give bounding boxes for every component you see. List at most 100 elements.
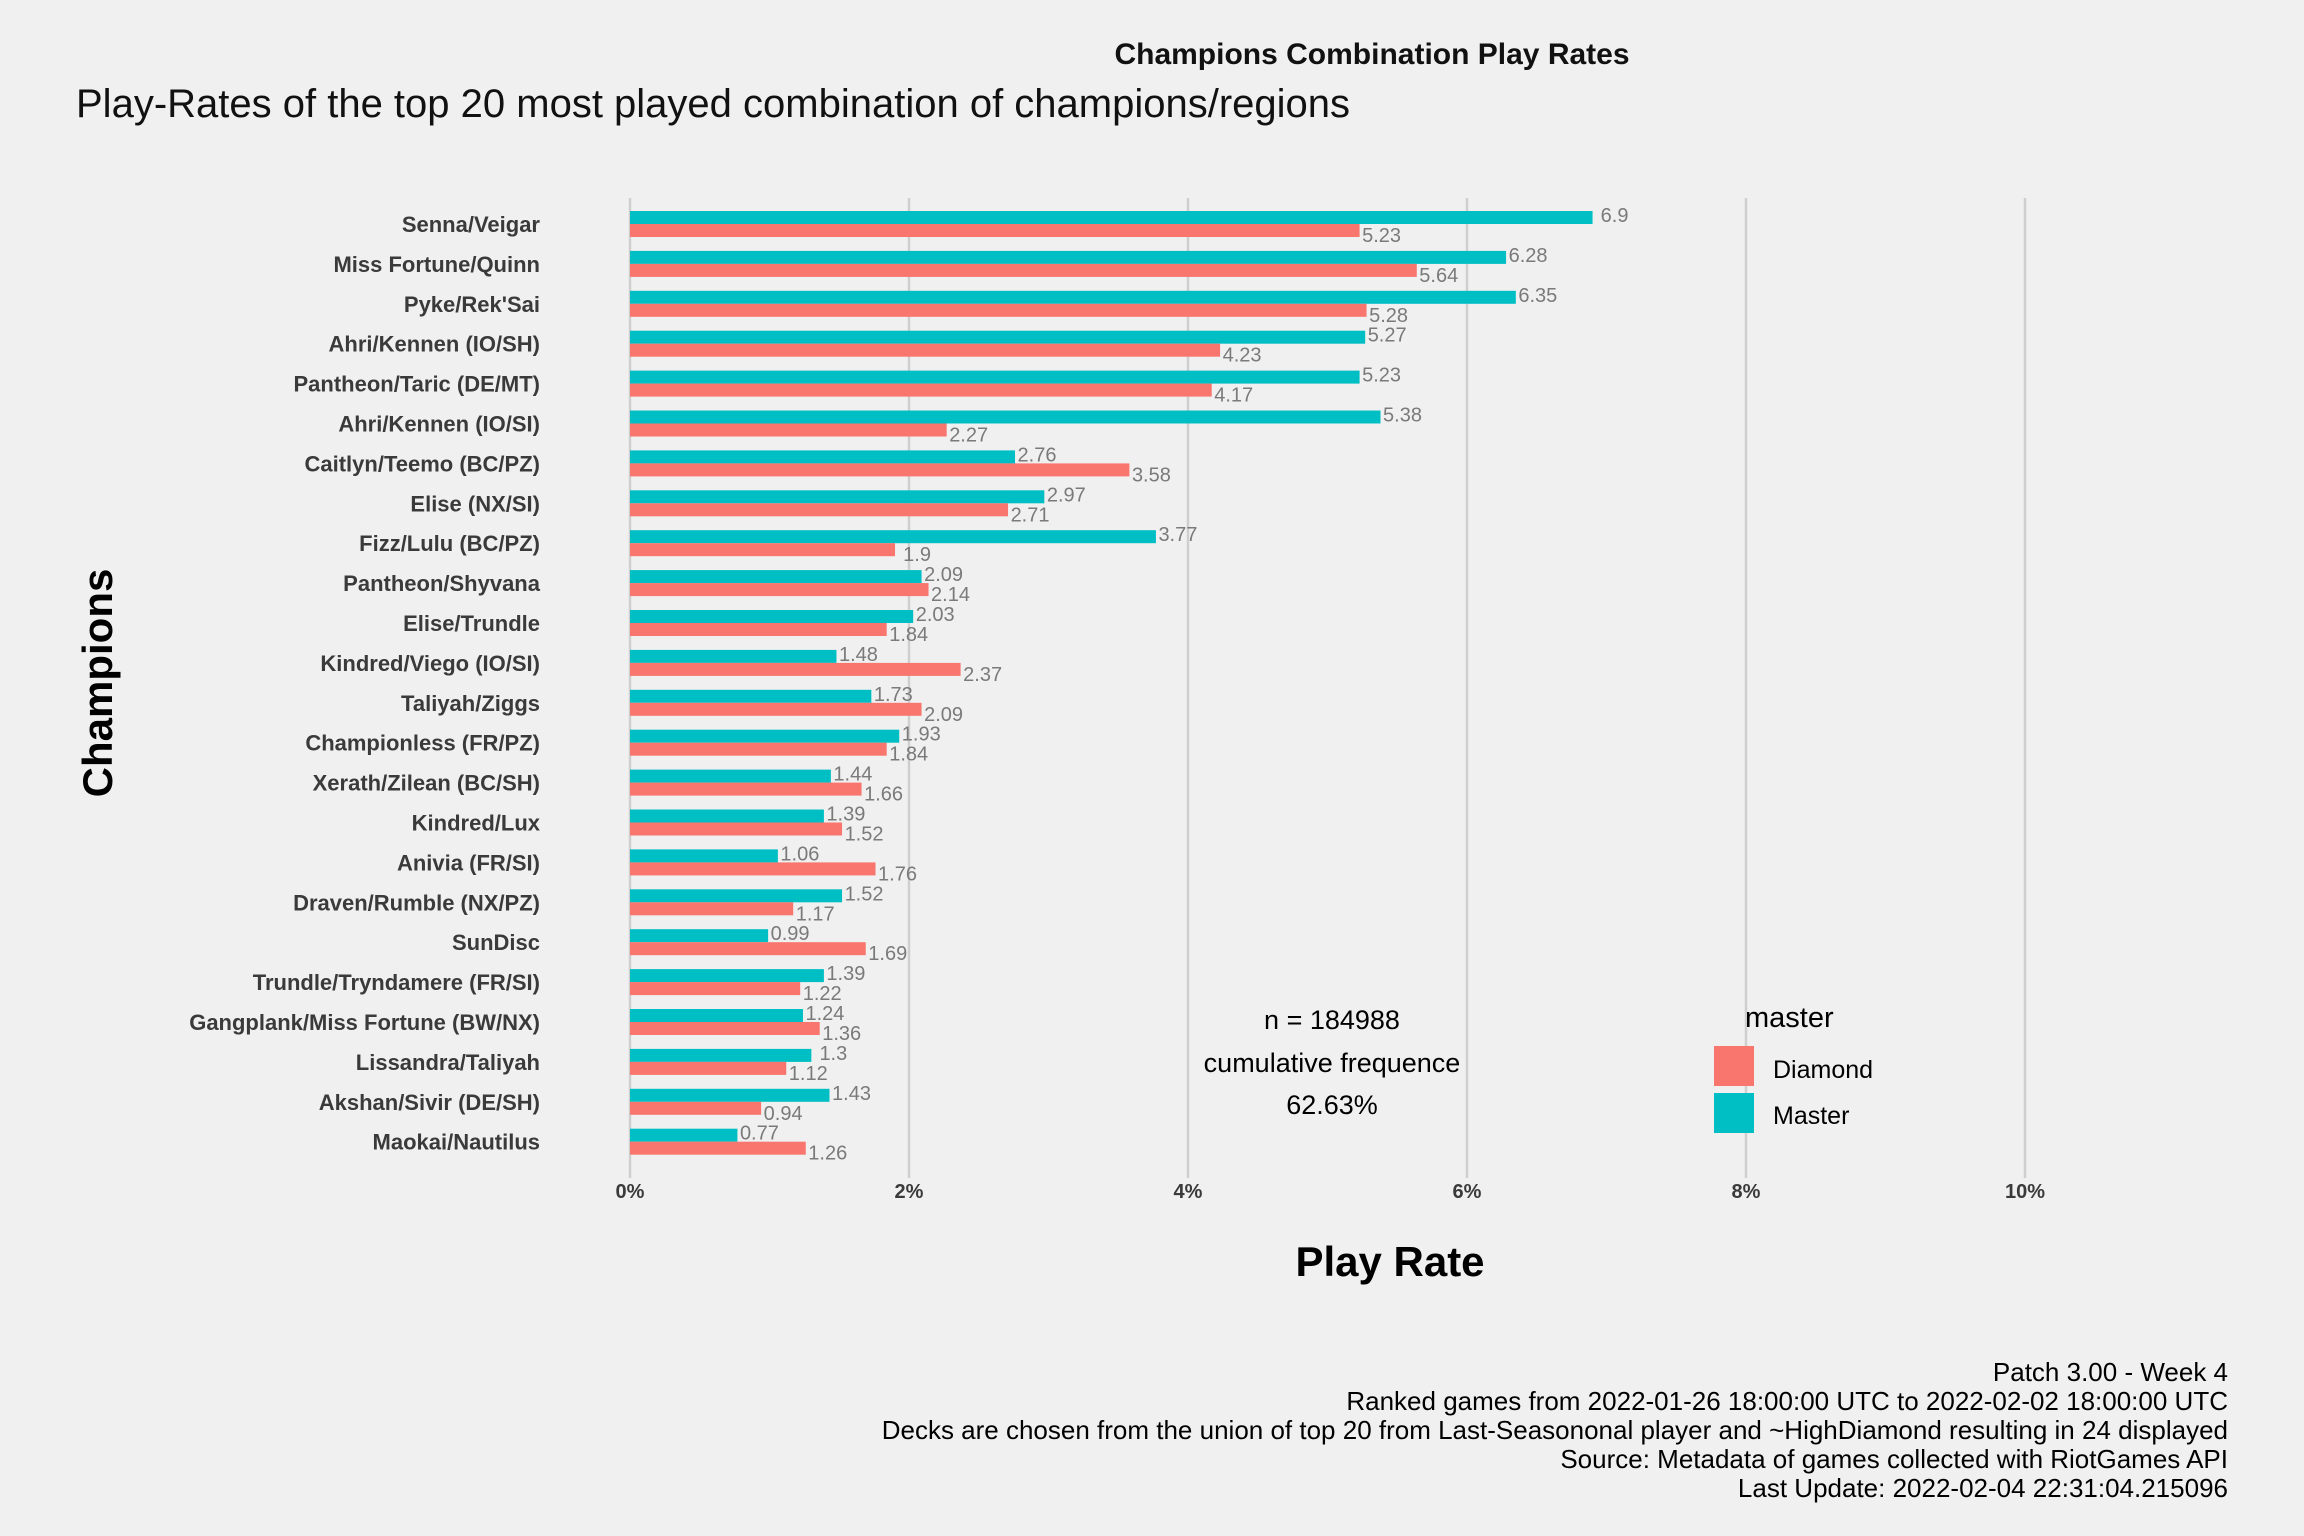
bar-master bbox=[630, 1128, 738, 1142]
category-label: Maokai/Nautilus bbox=[373, 1130, 540, 1155]
value-label-diamond: 1.84 bbox=[889, 744, 928, 766]
value-label-diamond: 1.84 bbox=[889, 624, 928, 646]
bar-diamond bbox=[630, 942, 866, 956]
value-label-master: 1.39 bbox=[826, 963, 865, 985]
bar-diamond bbox=[630, 383, 1212, 397]
value-label-diamond: 1.9 bbox=[903, 544, 931, 566]
bar-diamond bbox=[630, 303, 1367, 317]
bar-master bbox=[630, 450, 1016, 464]
category-label: SunDisc bbox=[452, 930, 540, 955]
legend-swatch-master bbox=[1714, 1093, 1754, 1133]
bar-diamond bbox=[630, 702, 922, 716]
value-label-diamond: 1.12 bbox=[789, 1063, 828, 1085]
value-label-master: 1.73 bbox=[874, 684, 913, 706]
bar-master bbox=[630, 889, 843, 903]
category-label: Elise (NX/SI) bbox=[410, 491, 540, 516]
bar-master bbox=[630, 410, 1381, 424]
legend-label-diamond: Diamond bbox=[1773, 1056, 1873, 1084]
value-label-master: 5.23 bbox=[1362, 365, 1401, 387]
category-label: Akshan/Sivir (DE/SH) bbox=[319, 1090, 540, 1115]
x-axis-label: Play Rate bbox=[1295, 1238, 1484, 1285]
bar-master bbox=[630, 1088, 830, 1102]
bar-diamond bbox=[630, 1061, 787, 1075]
value-label-diamond: 1.76 bbox=[878, 863, 917, 885]
x-tick-labels: 0% 2% 4% 6% 8% 10% bbox=[616, 1181, 2046, 1203]
bar-master bbox=[630, 929, 769, 943]
value-label-master: 1.3 bbox=[819, 1043, 847, 1065]
bar-diamond bbox=[630, 503, 1009, 517]
category-label: Fizz/Lulu (BC/PZ) bbox=[359, 531, 540, 556]
category-label: Kindred/Viego (IO/SI) bbox=[320, 651, 540, 676]
value-label-diamond: 1.36 bbox=[822, 1023, 861, 1045]
legend: master Diamond Master bbox=[1714, 1002, 1873, 1133]
bar-master bbox=[630, 290, 1516, 304]
value-label-diamond: 0.94 bbox=[764, 1103, 803, 1125]
value-label-diamond: 2.37 bbox=[963, 664, 1002, 686]
annotation-line-2: cumulative frequence bbox=[1204, 1048, 1461, 1078]
bar-diamond bbox=[630, 463, 1130, 477]
value-label-master: 1.44 bbox=[833, 764, 872, 786]
value-label-master: 1.06 bbox=[780, 843, 819, 865]
value-label-master: 2.97 bbox=[1047, 484, 1086, 506]
bar-diamond bbox=[630, 1022, 820, 1035]
caption-line-2: Ranked games from 2022-01-26 18:00:00 UT… bbox=[1346, 1386, 2228, 1416]
category-label: Pantheon/Shyvana bbox=[343, 571, 541, 596]
category-label: Lissandra/Taliyah bbox=[356, 1050, 540, 1075]
value-label-diamond: 1.52 bbox=[845, 824, 884, 846]
annotation-line-3: 62.63% bbox=[1286, 1090, 1378, 1120]
value-label-master: 1.48 bbox=[839, 644, 878, 666]
bar-master bbox=[630, 330, 1366, 344]
value-label-diamond: 5.28 bbox=[1369, 305, 1408, 327]
category-label: Pantheon/Taric (DE/MT) bbox=[294, 372, 541, 397]
category-label: Pyke/Rek'Sai bbox=[404, 292, 540, 317]
bar-master bbox=[630, 689, 872, 703]
category-label: Senna/Veigar bbox=[402, 212, 541, 237]
value-label-diamond: 1.26 bbox=[808, 1143, 847, 1165]
category-label: Caitlyn/Teemo (BC/PZ) bbox=[304, 451, 540, 476]
bar-diamond bbox=[630, 423, 947, 437]
bar-diamond bbox=[630, 1101, 762, 1115]
value-label-diamond: 3.58 bbox=[1132, 464, 1171, 486]
bar-master bbox=[630, 809, 824, 823]
value-label-diamond: 5.23 bbox=[1362, 225, 1401, 247]
bar-diamond bbox=[630, 623, 887, 636]
value-label-master: 1.43 bbox=[832, 1083, 871, 1105]
value-labels: 6.9 5.23 6.28 5.64 6.35 5.285.27 4.23 5.23 4.17 5… bbox=[740, 205, 1629, 1165]
category-label: Anivia (FR/SI) bbox=[397, 850, 540, 875]
value-label-diamond: 5.64 bbox=[1419, 265, 1458, 287]
bar-diamond bbox=[630, 224, 1360, 237]
value-label-diamond: 2.14 bbox=[931, 584, 970, 606]
value-label-master: 0.99 bbox=[771, 923, 810, 945]
bar-diamond bbox=[630, 343, 1221, 357]
x-tick-label: 6% bbox=[1453, 1181, 1482, 1203]
category-label: Elise/Trundle bbox=[403, 611, 540, 636]
x-tick-label: 2% bbox=[895, 1181, 924, 1203]
category-label: Xerath/Zilean (BC/SH) bbox=[313, 771, 540, 796]
value-label-diamond: 1.17 bbox=[796, 903, 835, 925]
bar-master bbox=[630, 370, 1360, 384]
value-label-master: 5.38 bbox=[1383, 405, 1422, 427]
value-label-diamond: 2.27 bbox=[949, 425, 988, 447]
x-tick-label: 0% bbox=[616, 1181, 645, 1203]
bar-diamond bbox=[630, 263, 1417, 277]
bar-diamond bbox=[630, 782, 862, 796]
value-label-master: 6.35 bbox=[1518, 285, 1557, 307]
value-label-master: 0.77 bbox=[740, 1123, 779, 1145]
caption-line-4: Source: Metadata of games collected with… bbox=[1560, 1444, 2228, 1474]
value-label-master: 5.27 bbox=[1368, 325, 1407, 347]
value-label-master: 1.52 bbox=[845, 883, 884, 905]
caption-line-3: Decks are chosen from the union of top 2… bbox=[882, 1415, 2228, 1445]
caption-block: Patch 3.00 - Week 4 Ranked games from 20… bbox=[882, 1357, 2228, 1503]
bar-master bbox=[630, 211, 1593, 224]
value-label-master: 2.09 bbox=[924, 564, 963, 586]
value-label-diamond: 4.23 bbox=[1223, 345, 1262, 367]
bar-master bbox=[630, 769, 831, 783]
value-label-diamond: 1.66 bbox=[864, 784, 903, 806]
bar-diamond bbox=[630, 862, 876, 876]
category-label: Gangplank/Miss Fortune (BW/NX) bbox=[189, 1010, 540, 1035]
caption-line-5: Last Update: 2022-02-04 22:31:04.215096 bbox=[1738, 1473, 2228, 1503]
category-label: Draven/Rumble (NX/PZ) bbox=[293, 890, 540, 915]
category-label: Taliyah/Ziggs bbox=[401, 691, 540, 716]
category-labels: Senna/Veigar Miss Fortune/Quinn Pyke/Rek'S… bbox=[189, 212, 541, 1155]
